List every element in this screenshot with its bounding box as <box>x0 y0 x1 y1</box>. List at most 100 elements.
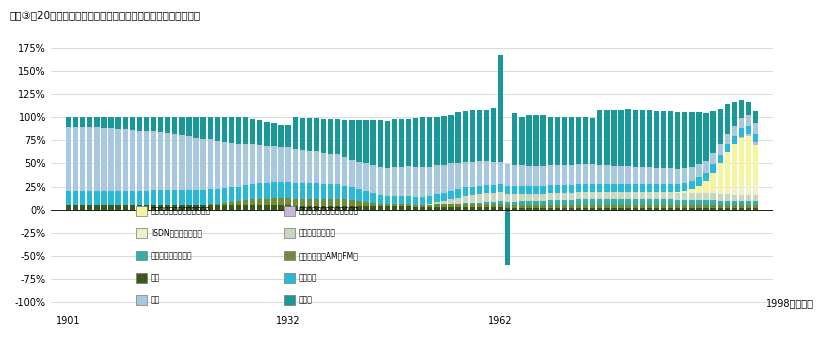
Bar <box>491 185 496 193</box>
Bar <box>526 208 531 210</box>
Bar <box>462 188 468 196</box>
Bar <box>406 206 411 210</box>
Bar <box>236 117 242 144</box>
Bar <box>753 205 759 208</box>
Bar <box>520 186 525 194</box>
Bar <box>278 125 284 147</box>
Bar <box>321 153 326 184</box>
Bar <box>420 197 425 205</box>
Bar <box>243 201 248 205</box>
Bar <box>696 186 701 192</box>
Bar <box>243 205 248 210</box>
Bar <box>229 205 234 210</box>
Bar <box>732 195 737 201</box>
Bar <box>632 208 637 210</box>
Bar <box>611 110 617 166</box>
Bar <box>562 193 567 201</box>
Bar <box>292 206 298 210</box>
Bar <box>286 182 290 198</box>
Bar <box>229 188 234 202</box>
Bar <box>675 192 681 193</box>
Bar <box>696 177 701 186</box>
Bar <box>250 205 256 210</box>
Bar <box>179 135 184 190</box>
Bar <box>668 111 673 168</box>
Bar <box>626 199 631 205</box>
Bar <box>554 165 560 185</box>
Bar <box>342 199 348 206</box>
Bar <box>165 190 170 205</box>
Bar <box>675 169 681 184</box>
Bar <box>442 193 447 201</box>
Bar <box>611 205 617 208</box>
Bar <box>611 192 617 199</box>
Bar <box>647 184 652 192</box>
Bar <box>243 144 248 185</box>
Bar <box>384 196 390 204</box>
Bar <box>456 112 461 163</box>
Bar <box>137 205 142 210</box>
Bar <box>562 205 567 208</box>
Bar <box>208 189 212 204</box>
Bar <box>172 134 178 190</box>
Bar <box>448 115 454 163</box>
Bar <box>201 117 206 138</box>
Bar <box>186 117 192 136</box>
Bar <box>534 194 539 201</box>
Bar <box>753 134 759 142</box>
Bar <box>661 111 666 168</box>
Bar <box>583 199 588 205</box>
Bar <box>548 205 553 208</box>
Bar <box>618 184 623 192</box>
Bar <box>406 119 411 166</box>
Bar <box>158 205 164 210</box>
Bar <box>717 201 723 205</box>
Bar <box>590 205 595 208</box>
Bar <box>689 193 695 201</box>
Bar <box>264 183 270 198</box>
Bar <box>101 205 106 210</box>
Bar <box>746 134 751 136</box>
Bar <box>392 196 397 204</box>
Bar <box>442 116 447 165</box>
Bar <box>554 201 560 205</box>
Bar <box>448 199 454 204</box>
Bar <box>257 120 262 145</box>
Bar <box>144 191 149 205</box>
Bar <box>746 205 751 208</box>
Bar <box>534 205 539 208</box>
Bar <box>682 208 687 210</box>
Bar <box>505 202 510 205</box>
Bar <box>668 205 673 208</box>
Bar <box>321 119 326 153</box>
Bar <box>158 117 164 132</box>
Bar <box>703 173 709 181</box>
Bar <box>703 192 709 193</box>
Bar <box>739 205 744 208</box>
Bar <box>264 205 270 210</box>
Bar <box>392 206 397 210</box>
Bar <box>115 191 121 205</box>
Bar <box>427 196 432 204</box>
Bar <box>314 206 319 210</box>
Bar <box>307 150 312 183</box>
Bar <box>597 184 603 192</box>
Bar <box>569 201 574 205</box>
Bar <box>703 113 709 161</box>
Bar <box>732 125 737 136</box>
Bar <box>682 191 687 193</box>
Bar <box>476 194 482 203</box>
Bar <box>300 183 305 198</box>
Bar <box>717 194 723 201</box>
Bar <box>682 201 687 205</box>
Bar <box>193 117 198 138</box>
Bar <box>87 191 92 205</box>
Bar <box>604 208 609 210</box>
Bar <box>476 204 482 207</box>
Bar <box>123 117 128 129</box>
Bar <box>158 190 164 205</box>
Bar <box>250 119 256 144</box>
Bar <box>314 183 319 198</box>
Bar <box>491 108 496 162</box>
Bar <box>470 207 475 210</box>
